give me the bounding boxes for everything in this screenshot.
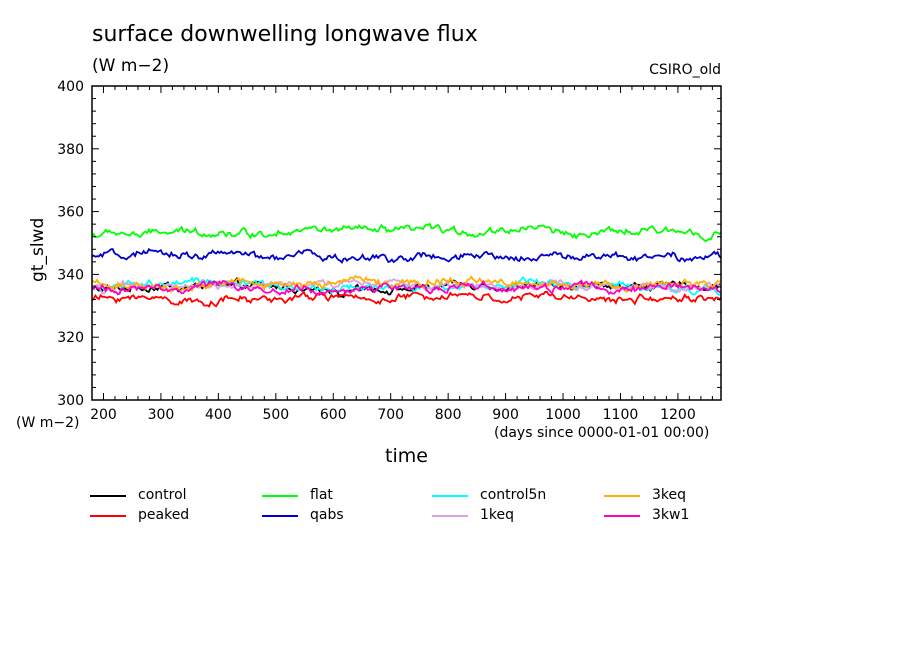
legend-swatch (432, 495, 468, 497)
series-line-3keq (91, 274, 722, 293)
plot-frame (91, 85, 722, 401)
x-axis-units: (days since 0000-01-01 00:00) (494, 425, 710, 441)
series-line-flat (91, 222, 722, 243)
legend-label: qabs (310, 507, 344, 523)
x-tick-label: 400 (205, 407, 232, 423)
legend-label: peaked (138, 507, 190, 523)
x-tick-label: 1200 (660, 407, 696, 423)
legend: control peaked flat qabs control5n 1keq 3keq 3k… (90, 486, 730, 530)
y-axis-units: (W m−2) (16, 415, 80, 431)
series-line-3kw1 (91, 279, 722, 296)
legend-label: 3keq (652, 487, 687, 503)
legend-swatch (262, 515, 298, 517)
model-label: CSIRO_old (649, 62, 721, 78)
legend-swatch (604, 515, 640, 517)
y-tick-label: 320 (57, 330, 84, 346)
legend-label: control5n (480, 487, 547, 503)
legend-label: control (138, 487, 187, 503)
plot-series-lines (91, 222, 722, 308)
x-tick-label: 900 (492, 407, 519, 423)
legend-swatch (262, 495, 298, 497)
y-tick-label: 360 (57, 205, 84, 221)
y-tick-label: 300 (57, 393, 84, 409)
chart-title: surface downwelling longwave flux (92, 22, 478, 47)
legend-swatch (604, 495, 640, 497)
x-tick-label: 500 (262, 407, 289, 423)
legend-label: 3kw1 (652, 507, 690, 523)
x-tick-label: 600 (320, 407, 347, 423)
x-tick-label: 300 (148, 407, 175, 423)
y-axis-label: gt_slwd (28, 217, 48, 282)
legend-label: flat (310, 487, 333, 503)
x-tick-label: 200 (90, 407, 117, 423)
series-line-control5n (91, 275, 722, 296)
y-tick-label: 400 (57, 79, 84, 95)
legend-swatch (432, 515, 468, 517)
x-tick-label: 1000 (545, 407, 581, 423)
x-tick-label: 1100 (603, 407, 639, 423)
chart-subtitle: (W m−2) (92, 56, 170, 76)
axis-ticks (92, 85, 721, 401)
legend-swatch (90, 515, 126, 517)
series-line-peaked (91, 290, 722, 308)
legend-swatch (90, 495, 126, 497)
series-line-qabs (91, 247, 722, 264)
y-tick-label: 380 (57, 142, 84, 158)
y-tick-label: 340 (57, 267, 84, 283)
x-tick-label: 700 (377, 407, 404, 423)
legend-label: 1keq (480, 507, 515, 523)
x-axis-label: time (385, 445, 428, 467)
x-tick-label: 800 (435, 407, 462, 423)
axis-tick-labels: 200 300 400 500 600 700 800 900 1000 1100 1200 300 3… (57, 79, 695, 423)
